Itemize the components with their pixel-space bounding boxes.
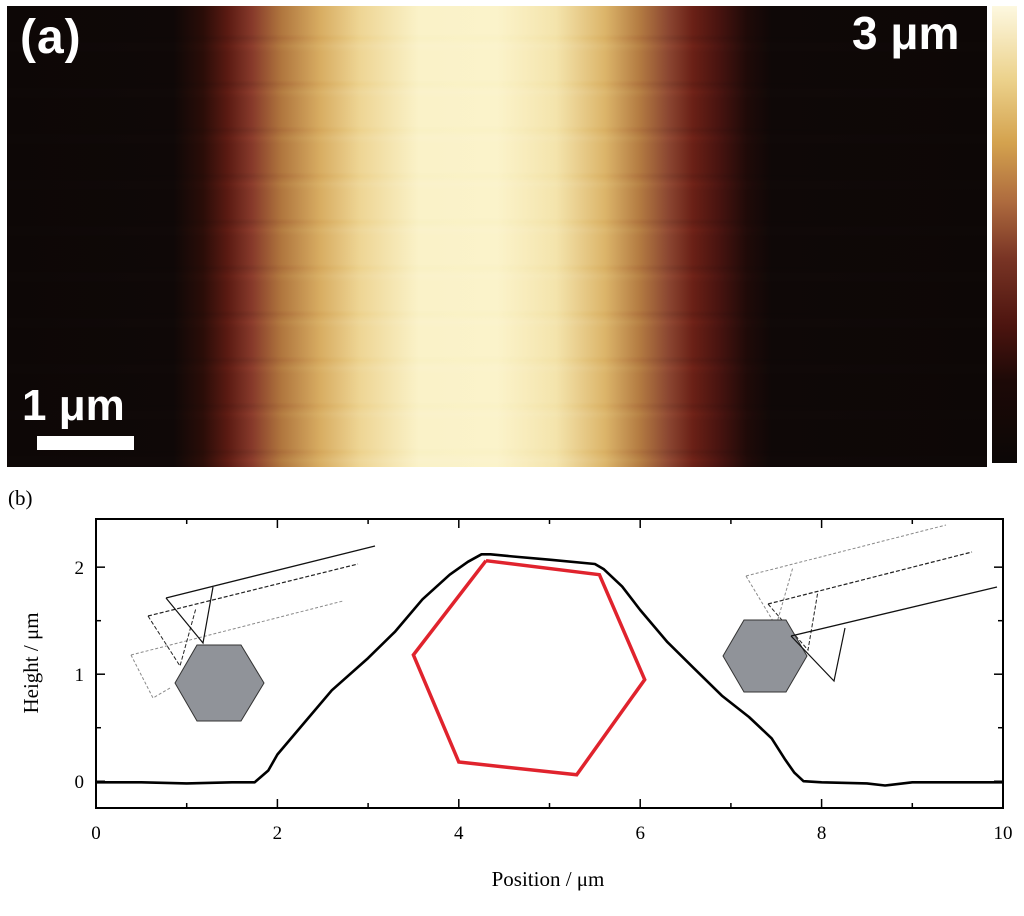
axis-ticks [95,519,1004,808]
y-tick-label: 0 [75,772,85,793]
series-layer [96,552,1003,787]
x-axis-title: Position / μm [492,867,605,891]
height-profile-line [96,552,1003,787]
y-axis-title: Height / μm [19,612,43,713]
panel-a-label: (a) [20,11,82,64]
panel-b-label: (b) [8,486,33,510]
color-scale-max-label: 3 μm [852,7,960,59]
axis-tick-labels: 0 2 4 6 8 10 0 1 2 [75,558,1013,844]
color-scale-bar [990,4,1019,465]
x-tick-label: 0 [91,823,101,844]
afm-tip-left-illustration [130,545,376,722]
afm-height-image [7,6,987,467]
afm-tip-right-illustration [722,524,998,693]
x-tick-label: 10 [994,823,1013,844]
scale-bar [37,436,134,450]
y-tick-label: 1 [75,665,85,686]
x-tick-label: 8 [817,823,827,844]
x-tick-label: 6 [635,823,645,844]
x-tick-label: 4 [454,823,464,844]
hexagon-sample-left [174,644,265,722]
y-tick-label: 2 [75,558,85,579]
red-hexagon-cross-section [411,558,647,777]
hexagon-sample-right [722,619,808,693]
scale-bar-label: 1 μm [22,381,125,430]
x-tick-label: 2 [273,823,283,844]
afm-scan-lines [7,6,987,467]
